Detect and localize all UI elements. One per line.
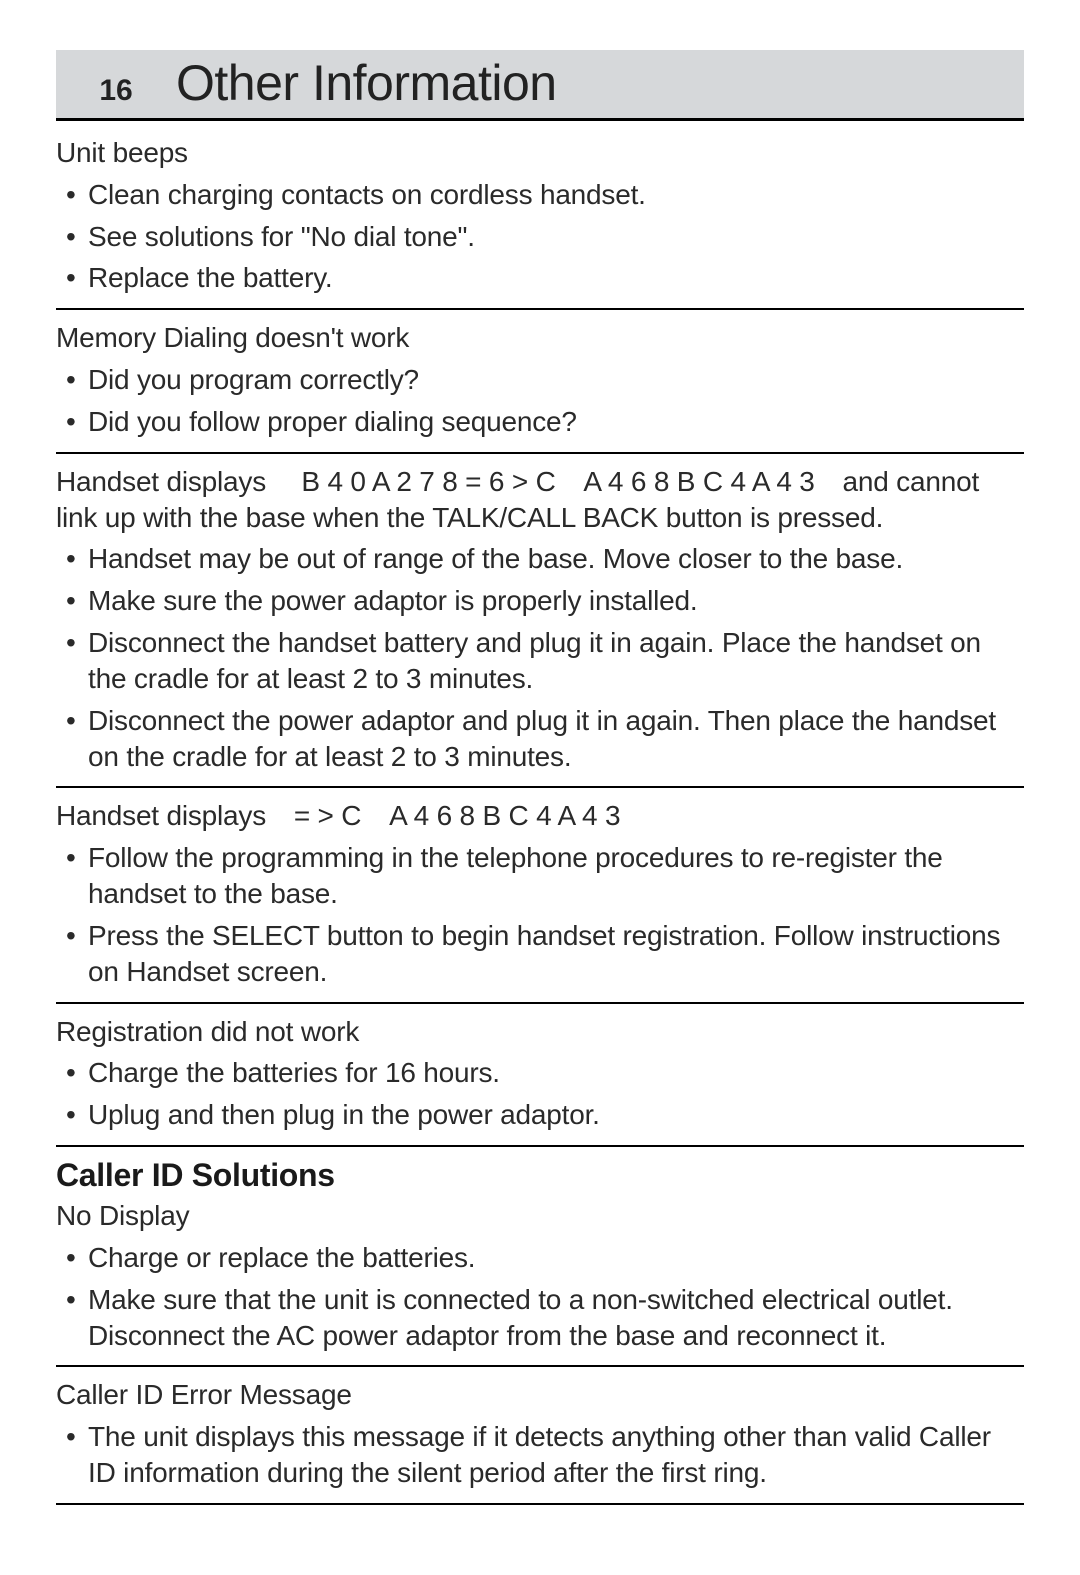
list-item: See solutions for "No dial tone".	[62, 219, 1024, 255]
symptom-text: Unit beeps	[56, 135, 1024, 171]
section-heading: Caller ID Solutions	[56, 1157, 1024, 1194]
list-item: Disconnect the handset battery and plug …	[62, 625, 1024, 697]
symptom-text: Caller ID Error Message	[56, 1377, 1024, 1413]
list-item: Press the SELECT button to begin handset…	[62, 918, 1024, 990]
troubleshoot-section: No Display Charge or replace the batteri…	[56, 1198, 1024, 1367]
symptom-text: No Display	[56, 1198, 1024, 1234]
solution-list: Charge or replace the batteries. Make su…	[56, 1240, 1024, 1353]
troubleshoot-section: Memory Dialing doesn't work Did you prog…	[56, 320, 1024, 453]
solution-list: Follow the programming in the telephone …	[56, 840, 1024, 989]
list-item: Follow the programming in the telephone …	[62, 840, 1024, 912]
list-item: Handset may be out of range of the base.…	[62, 541, 1024, 577]
list-item: The unit displays this message if it det…	[62, 1419, 1024, 1491]
list-item: Uplug and then plug in the power adaptor…	[62, 1097, 1024, 1133]
list-item: Make sure the power adaptor is properly …	[62, 583, 1024, 619]
list-item: Charge or replace the batteries.	[62, 1240, 1024, 1276]
symptom-text: Handset displays B 4 0 A 2 7 8 = 6 > C A…	[56, 464, 1024, 536]
troubleshoot-section: Handset displays B 4 0 A 2 7 8 = 6 > C A…	[56, 464, 1024, 789]
troubleshoot-section: Registration did not work Charge the bat…	[56, 1014, 1024, 1147]
solution-list: Did you program correctly? Did you follo…	[56, 362, 1024, 440]
symptom-text: Registration did not work	[56, 1014, 1024, 1050]
symptom-text: Handset displays = > C A 4 6 8 B C 4 A 4…	[56, 798, 1024, 834]
list-item: Make sure that the unit is connected to …	[62, 1282, 1024, 1354]
list-item: Charge the batteries for 16 hours.	[62, 1055, 1024, 1091]
list-item: Did you program correctly?	[62, 362, 1024, 398]
list-item: Replace the battery.	[62, 260, 1024, 296]
troubleshoot-section: Caller ID Error Message The unit display…	[56, 1377, 1024, 1504]
list-item: Did you follow proper dialing sequence?	[62, 404, 1024, 440]
page-number: 16	[56, 64, 176, 116]
page-title: Other Information	[176, 54, 557, 118]
solution-list: Handset may be out of range of the base.…	[56, 541, 1024, 774]
troubleshoot-section: Unit beeps Clean charging contacts on co…	[56, 135, 1024, 310]
manual-page: 16 Other Information Unit beeps Clean ch…	[0, 0, 1080, 1575]
page-header-bar: 16 Other Information	[56, 50, 1024, 121]
list-item: Clean charging contacts on cordless hand…	[62, 177, 1024, 213]
solution-list: Charge the batteries for 16 hours. Uplug…	[56, 1055, 1024, 1133]
troubleshoot-section: Handset displays = > C A 4 6 8 B C 4 A 4…	[56, 798, 1024, 1003]
symptom-text: Memory Dialing doesn't work	[56, 320, 1024, 356]
solution-list: The unit displays this message if it det…	[56, 1419, 1024, 1491]
list-item: Disconnect the power adaptor and plug it…	[62, 703, 1024, 775]
solution-list: Clean charging contacts on cordless hand…	[56, 177, 1024, 296]
